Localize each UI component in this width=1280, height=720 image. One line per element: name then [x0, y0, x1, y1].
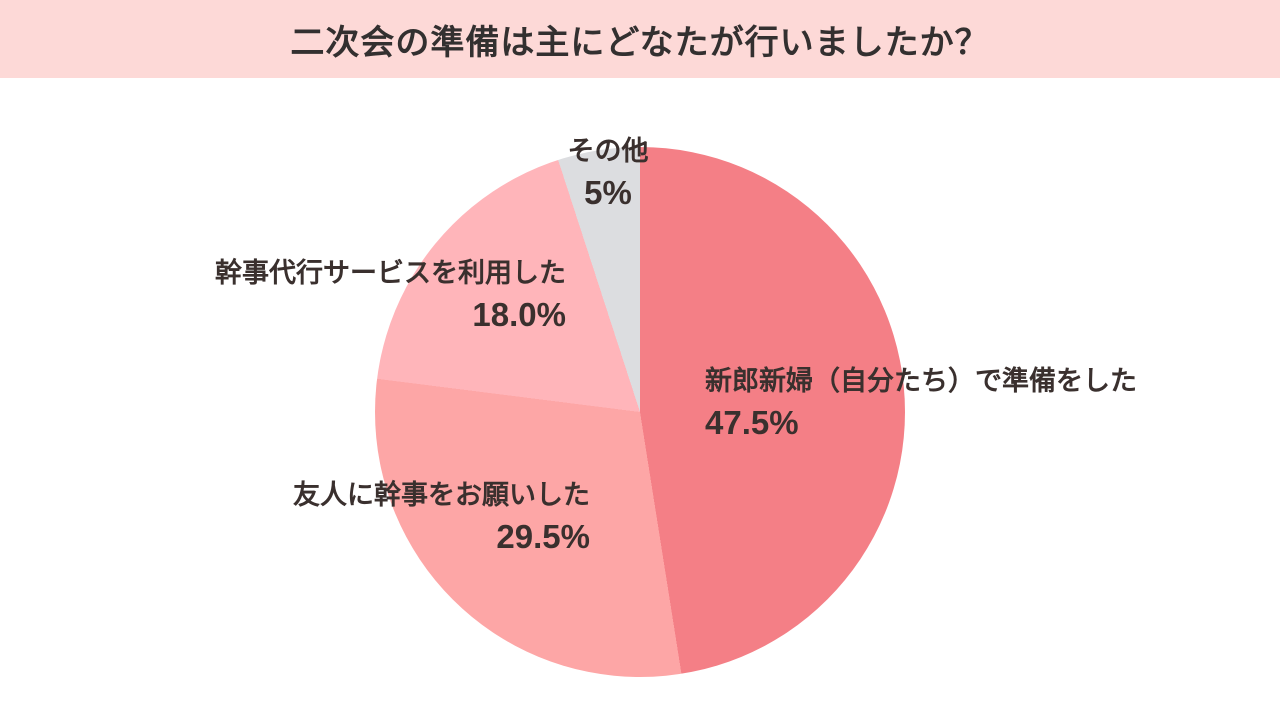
- pie-chart: [375, 147, 905, 677]
- segment-name: 新郎新婦（自分たち）で準備をした: [705, 366, 1137, 396]
- segment-name: 幹事代行サービスを利用した: [215, 258, 566, 288]
- chart-title: 二次会の準備は主にどなたが行いましたか？: [290, 23, 990, 62]
- segment-label-couple: 新郎新婦（自分たち）で準備をした 47.5%: [705, 362, 1137, 447]
- segment-label-service: 幹事代行サービスを利用した 18.0%: [215, 254, 566, 339]
- segment-name: 友人に幹事をお願いした: [293, 480, 590, 510]
- segment-percentage: 18.0%: [472, 296, 566, 334]
- segment-label-friend: 友人に幹事をお願いした 29.5%: [293, 476, 590, 561]
- segment-name: その他: [567, 136, 649, 166]
- segment-percentage: 29.5%: [496, 518, 590, 556]
- segment-percentage: 47.5%: [705, 404, 799, 442]
- chart-header: 二次会の準備は主にどなたが行いましたか？: [0, 0, 1280, 78]
- segment-label-other: その他 5%: [508, 132, 708, 217]
- segment-percentage: 5%: [584, 174, 632, 212]
